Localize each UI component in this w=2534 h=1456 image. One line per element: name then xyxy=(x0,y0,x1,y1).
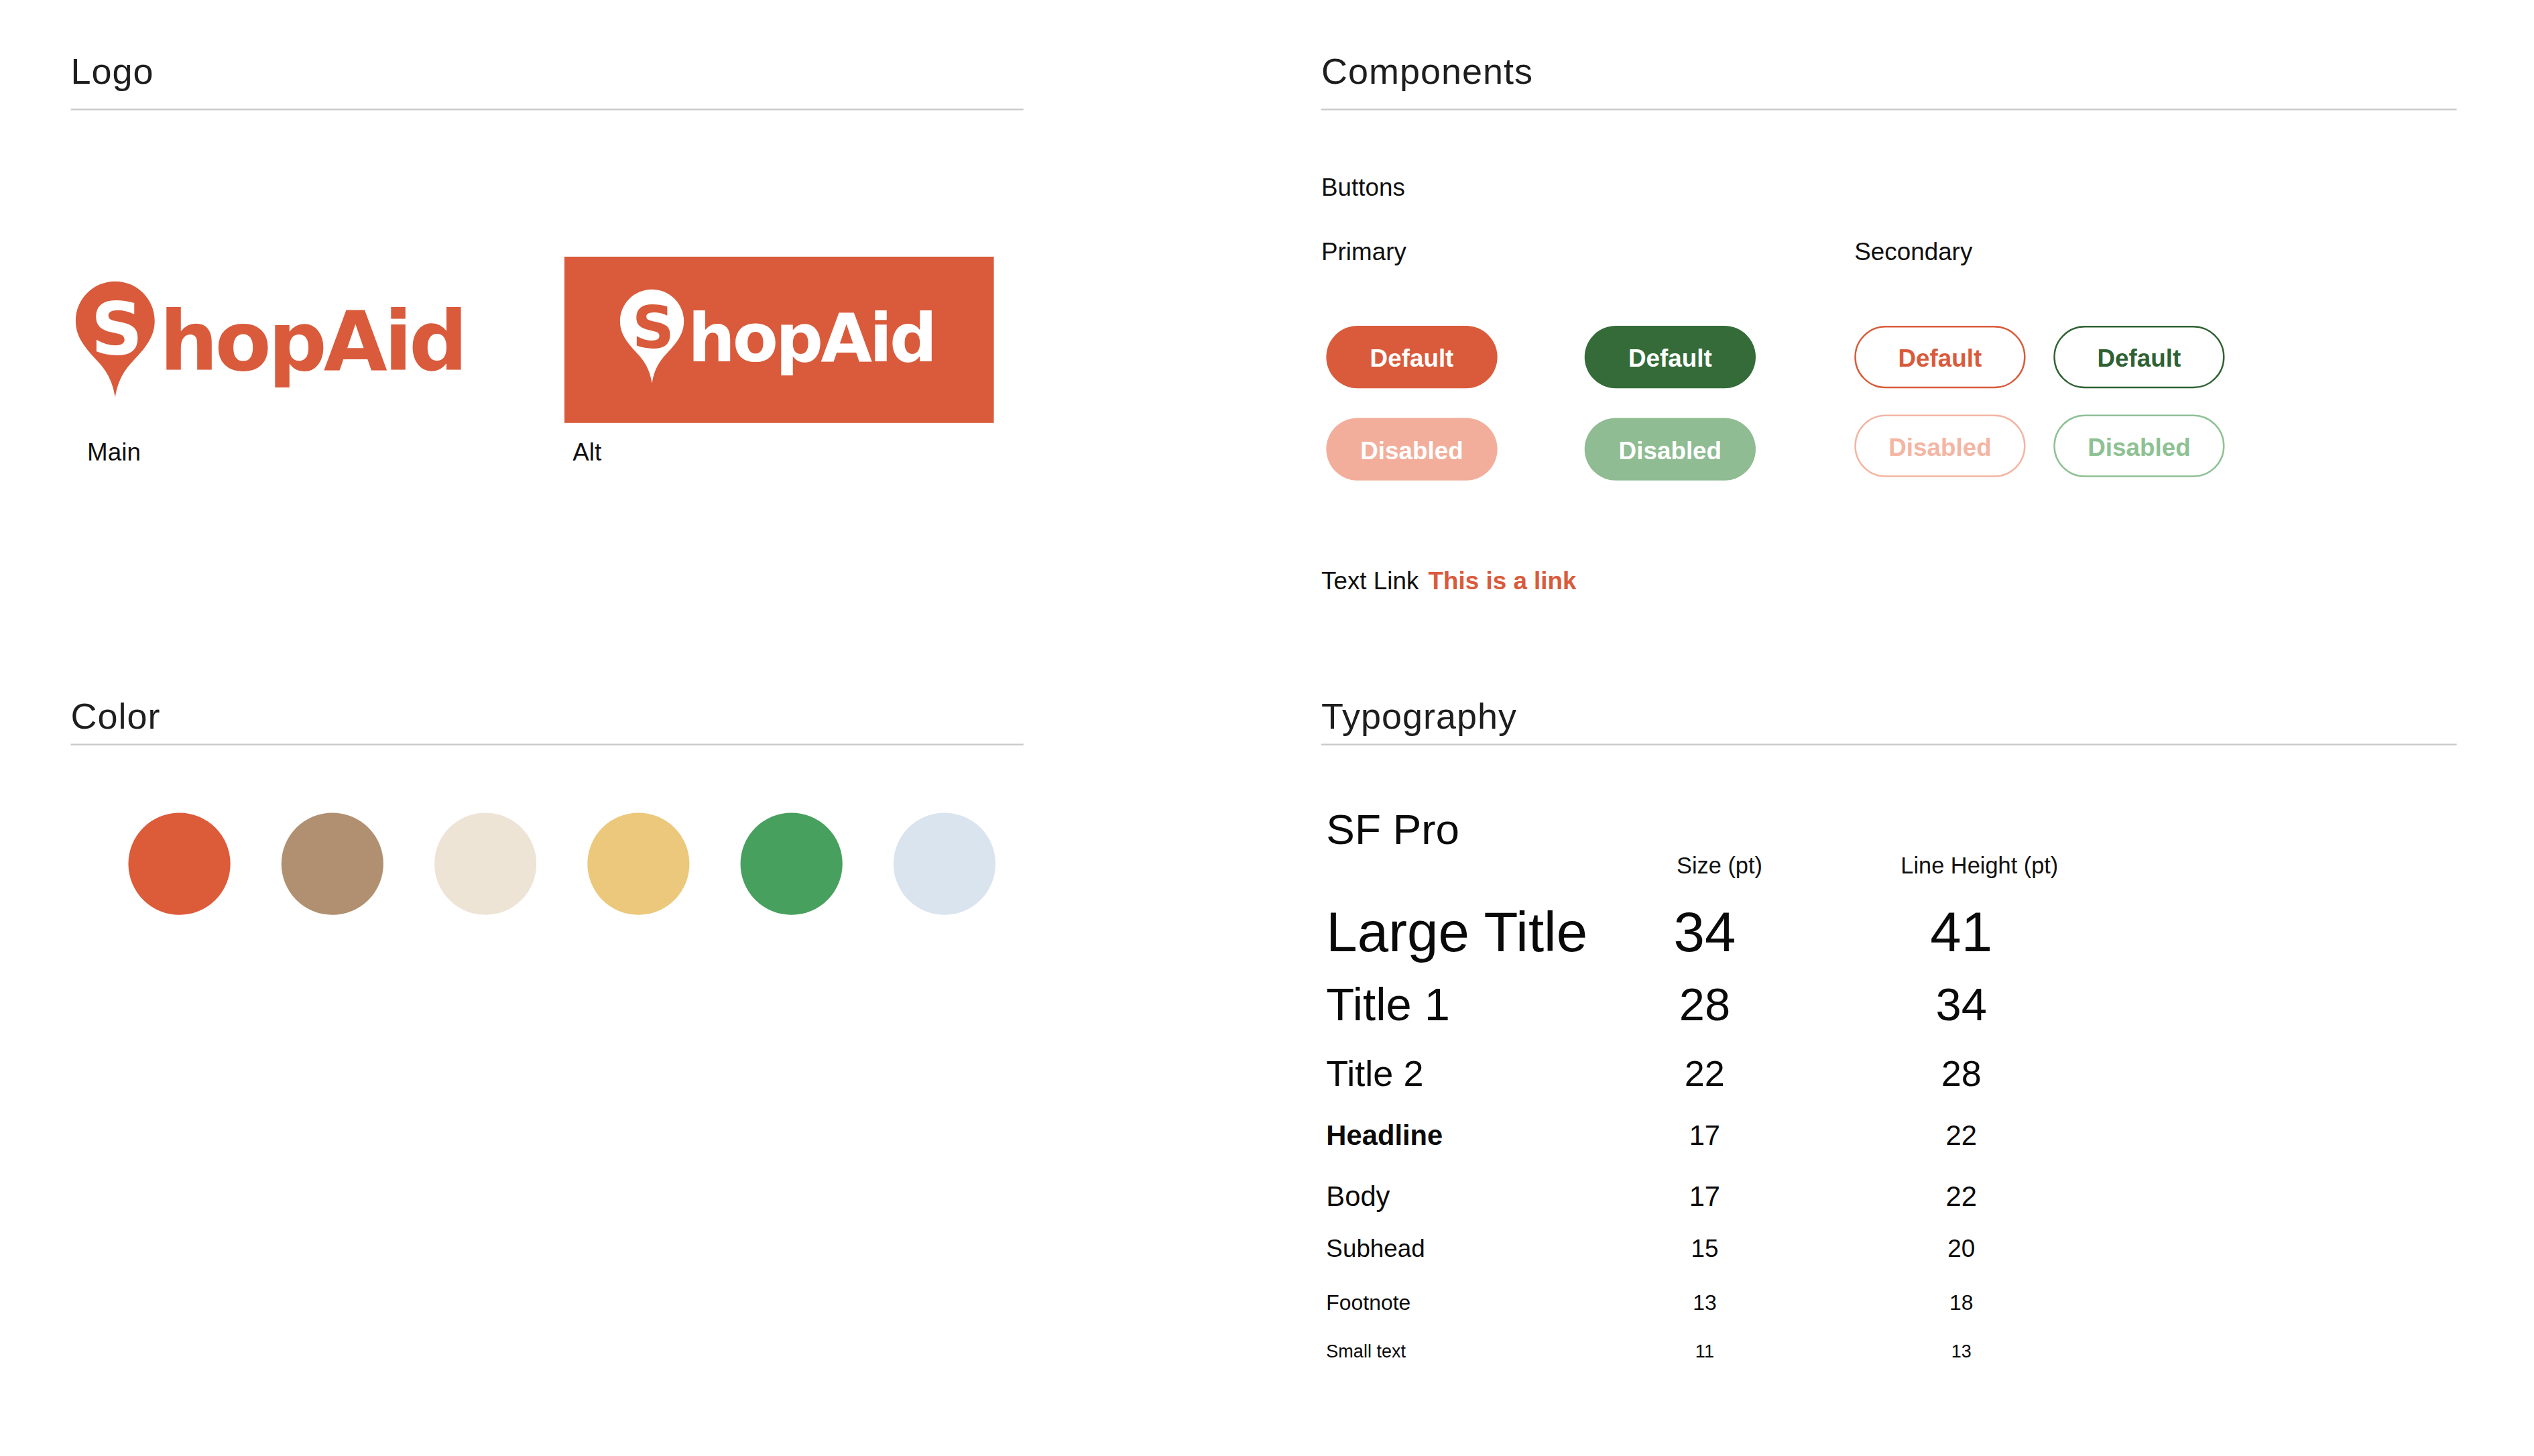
type-size-value: 28 xyxy=(1606,977,1804,1032)
type-style-name: Large Title xyxy=(1326,898,1587,965)
type-line-height-value: 22 xyxy=(1863,1181,2061,1215)
type-style-name: Title 2 xyxy=(1326,1053,1423,1097)
type-line-height-value: 41 xyxy=(1863,898,2061,965)
primary-default-orange-button[interactable]: Default xyxy=(1326,326,1497,388)
type-style-name: Title 1 xyxy=(1326,977,1450,1032)
logo-alt-caption: Alt xyxy=(572,438,601,466)
type-style-name: Headline xyxy=(1326,1121,1443,1154)
color-swatch-brown xyxy=(282,813,383,915)
type-size-value: 11 xyxy=(1606,1341,1804,1362)
type-style-name: Body xyxy=(1326,1181,1390,1215)
secondary-label: Secondary xyxy=(1854,237,1972,265)
type-line-height-value: 13 xyxy=(1863,1341,2061,1362)
right-column: Components Buttons Primary Secondary Def… xyxy=(1321,0,2490,1456)
logo-wordmark: hopAid xyxy=(688,300,934,377)
type-size-value: 17 xyxy=(1606,1121,1804,1154)
type-style-name: Small text xyxy=(1326,1341,1406,1362)
text-link-label: Text Link xyxy=(1321,566,1419,594)
typography-section-heading: Typography xyxy=(1321,696,1517,739)
brand-style-guide-page: Logo S hopAid Main S hopAid Alt Color Co… xyxy=(0,0,2534,1456)
color-section-divider xyxy=(71,743,1024,745)
type-line-height-value: 18 xyxy=(1863,1290,2061,1315)
type-style-name: Footnote xyxy=(1326,1290,1410,1315)
type-size-value: 15 xyxy=(1606,1234,1804,1264)
type-line-height-value: 20 xyxy=(1863,1234,2061,1264)
type-size-value: 13 xyxy=(1606,1290,1804,1315)
secondary-disabled-orange-button: Disabled xyxy=(1854,415,2025,477)
line-height-column-header: Line Height (pt) xyxy=(1881,852,2079,878)
type-size-value: 22 xyxy=(1606,1053,1804,1097)
color-swatch-light-blue xyxy=(894,813,996,915)
type-size-value: 17 xyxy=(1606,1181,1804,1215)
type-line-height-value: 28 xyxy=(1863,1053,2061,1097)
color-swatch-gold xyxy=(587,813,689,915)
secondary-disabled-green-button: Disabled xyxy=(2053,415,2224,477)
primary-disabled-orange-button: Disabled xyxy=(1326,418,1497,480)
primary-disabled-green-button: Disabled xyxy=(1585,418,1756,480)
shopaid-logo-alt-background: S hopAid xyxy=(564,257,994,423)
shopaid-logo-main: S hopAid xyxy=(74,280,444,402)
type-style-name: Subhead xyxy=(1326,1234,1425,1264)
type-line-height-value: 22 xyxy=(1863,1121,2061,1154)
logo-section-heading: Logo xyxy=(71,51,154,94)
logo-initial: S xyxy=(90,287,143,371)
components-section-divider xyxy=(1321,109,2457,110)
logo-section-divider xyxy=(71,109,1024,110)
logo-initial: S xyxy=(632,294,674,362)
color-swatch-orange-red xyxy=(128,813,230,915)
size-column-header: Size (pt) xyxy=(1621,852,1819,878)
secondary-default-orange-button[interactable]: Default xyxy=(1854,326,2025,388)
logo-main-caption: Main xyxy=(87,438,141,466)
type-size-value: 34 xyxy=(1606,898,1804,965)
text-link-example[interactable]: This is a link xyxy=(1429,566,1577,594)
shopaid-logo-alt: S hopAid xyxy=(619,288,918,387)
color-swatch-green xyxy=(741,813,843,915)
color-section-heading: Color xyxy=(71,696,161,739)
typeface-name: SF Pro xyxy=(1326,804,1459,855)
buttons-label: Buttons xyxy=(1321,173,1405,201)
secondary-default-green-button[interactable]: Default xyxy=(2053,326,2224,388)
components-section-heading: Components xyxy=(1321,51,1533,94)
type-line-height-value: 34 xyxy=(1863,977,2061,1032)
typography-section-divider xyxy=(1321,743,2457,745)
color-swatch-cream xyxy=(434,813,536,915)
left-column: Logo S hopAid Main S hopAid Alt Color xyxy=(71,0,1024,1456)
logo-wordmark: hopAid xyxy=(160,294,465,389)
primary-label: Primary xyxy=(1321,237,1406,265)
primary-default-green-button[interactable]: Default xyxy=(1585,326,1756,388)
